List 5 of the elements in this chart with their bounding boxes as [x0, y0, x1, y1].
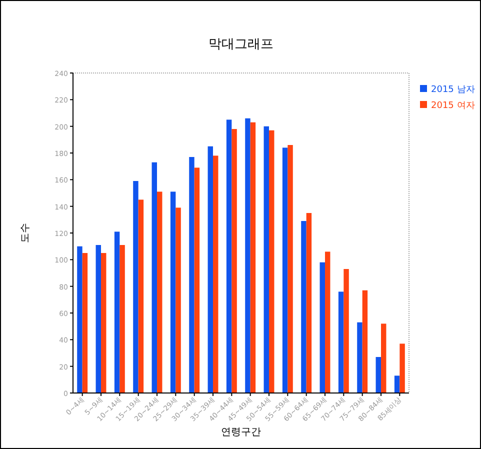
chart-title: 막대그래프: [208, 37, 274, 52]
legend-label: 2015 여자: [431, 101, 475, 111]
x-axis-title: 연령구간: [221, 427, 261, 438]
legend-label: 2015 남자: [431, 85, 475, 95]
y-axis-title: 도수: [20, 223, 31, 243]
